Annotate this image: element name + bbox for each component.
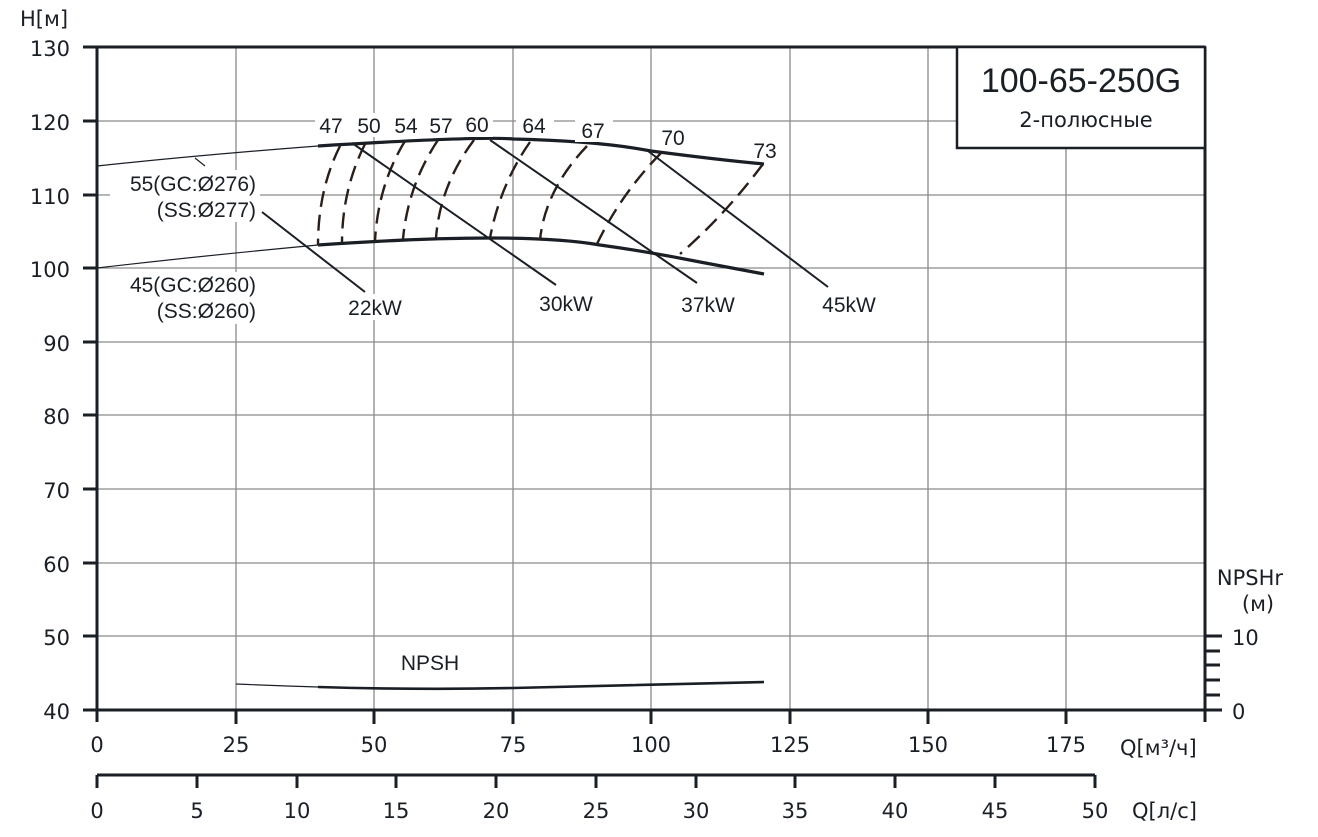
y-tick-label: 40 — [43, 700, 70, 724]
power-label-45kw: 45kW — [822, 294, 876, 317]
axes-frame — [83, 45, 1222, 724]
x2-tick-label: 0 — [90, 799, 103, 823]
x-axis-label-m3h: Q[м³/ч] — [1120, 736, 1197, 760]
title-box: 100-65-250G 2-полюсные — [955, 45, 1207, 150]
impeller-min-ss-label: (SS:Ø260) — [157, 300, 256, 323]
eff-label-57: 57 — [429, 115, 452, 138]
npsh-axis-label: NPSHr — [1217, 566, 1283, 590]
y-tick-label: 130 — [30, 37, 70, 61]
x2-tick-label: 30 — [683, 799, 710, 823]
y-tick-label: 80 — [43, 405, 70, 429]
secondary-x-axis — [95, 773, 1097, 788]
y-tick-label: 110 — [30, 185, 70, 209]
power-label-30kw: 30kW — [539, 293, 593, 316]
x2-tick-label: 45 — [982, 799, 1009, 823]
eff-label-70: 70 — [661, 127, 684, 150]
y-tick-label: 50 — [43, 626, 70, 650]
x-tick-label: 50 — [361, 733, 388, 757]
power-lines — [261, 139, 829, 293]
npsh-tick-label: 10 — [1232, 626, 1259, 650]
y-tick-label: 90 — [43, 332, 70, 356]
eff-label-73: 73 — [753, 140, 776, 163]
x-tick-label: 100 — [631, 733, 671, 757]
y-tick-label: 70 — [43, 479, 70, 503]
x-tick-label: 150 — [908, 733, 948, 757]
eff-label-50: 50 — [357, 115, 380, 138]
x2-tick-label: 5 — [190, 799, 203, 823]
curve-labels: 55(GC:Ø276) (SS:Ø277) 45(GC:Ø260) (SS:Ø2… — [110, 113, 884, 675]
x-axis-label-ls: Q[л/с] — [1132, 799, 1197, 823]
y-tick-label: 100 — [30, 258, 70, 282]
y-axis-label: H[м] — [20, 7, 68, 31]
grid-lines — [97, 47, 1205, 710]
impeller-max-ss-label: (SS:Ø277) — [157, 199, 256, 222]
eff-label-60: 60 — [465, 114, 488, 137]
impeller-min-label: 45(GC:Ø260) — [130, 274, 256, 297]
eff-label-54: 54 — [394, 115, 418, 138]
eff-label-47: 47 — [319, 115, 342, 138]
power-label-22kw: 22kW — [348, 297, 402, 320]
model-title: 100-65-250G — [981, 62, 1181, 100]
y-tick-label: 60 — [43, 553, 70, 577]
x2-tick-label: 15 — [383, 799, 410, 823]
model-subtitle: 2-полюсные — [1019, 108, 1152, 132]
x-tick-label: 0 — [90, 733, 103, 757]
npsh-tick-label: 0 — [1232, 700, 1245, 724]
x-tick-label: 125 — [770, 733, 810, 757]
x-tick-label: 75 — [500, 733, 527, 757]
npsh-axis-labels: NPSHr (м) 10 0 — [1217, 566, 1283, 724]
power-label-37kw: 37kW — [681, 294, 735, 317]
x2-tick-label: 10 — [284, 799, 311, 823]
x2-tick-label: 50 — [1082, 799, 1109, 823]
x-tick-label: 25 — [223, 733, 250, 757]
x2-tick-label: 35 — [782, 799, 809, 823]
npsh-axis-unit: (м) — [1242, 592, 1274, 616]
x-tick-label: 175 — [1046, 733, 1086, 757]
x-tick-labels-m3h: 0 25 50 75 100 125 150 175 Q[м³/ч] — [90, 733, 1196, 760]
impeller-max-label: 55(GC:Ø276) — [130, 173, 256, 196]
npsh-curve-label: NPSH — [401, 652, 459, 675]
efficiency-isolines — [316, 139, 764, 255]
x2-tick-label: 40 — [882, 799, 909, 823]
y-tick-label: 120 — [30, 111, 70, 135]
eff-label-67: 67 — [581, 120, 604, 143]
x2-tick-label: 20 — [483, 799, 510, 823]
y-tick-labels: 130 120 110 100 90 80 70 60 50 40 H[м] — [20, 7, 70, 724]
x2-tick-label: 25 — [583, 799, 610, 823]
x-tick-labels-ls: 0 5 10 15 20 25 30 35 40 45 50 Q[л/с] — [90, 799, 1197, 823]
npsh-curve — [235, 680, 765, 691]
eff-label-64: 64 — [522, 115, 546, 138]
